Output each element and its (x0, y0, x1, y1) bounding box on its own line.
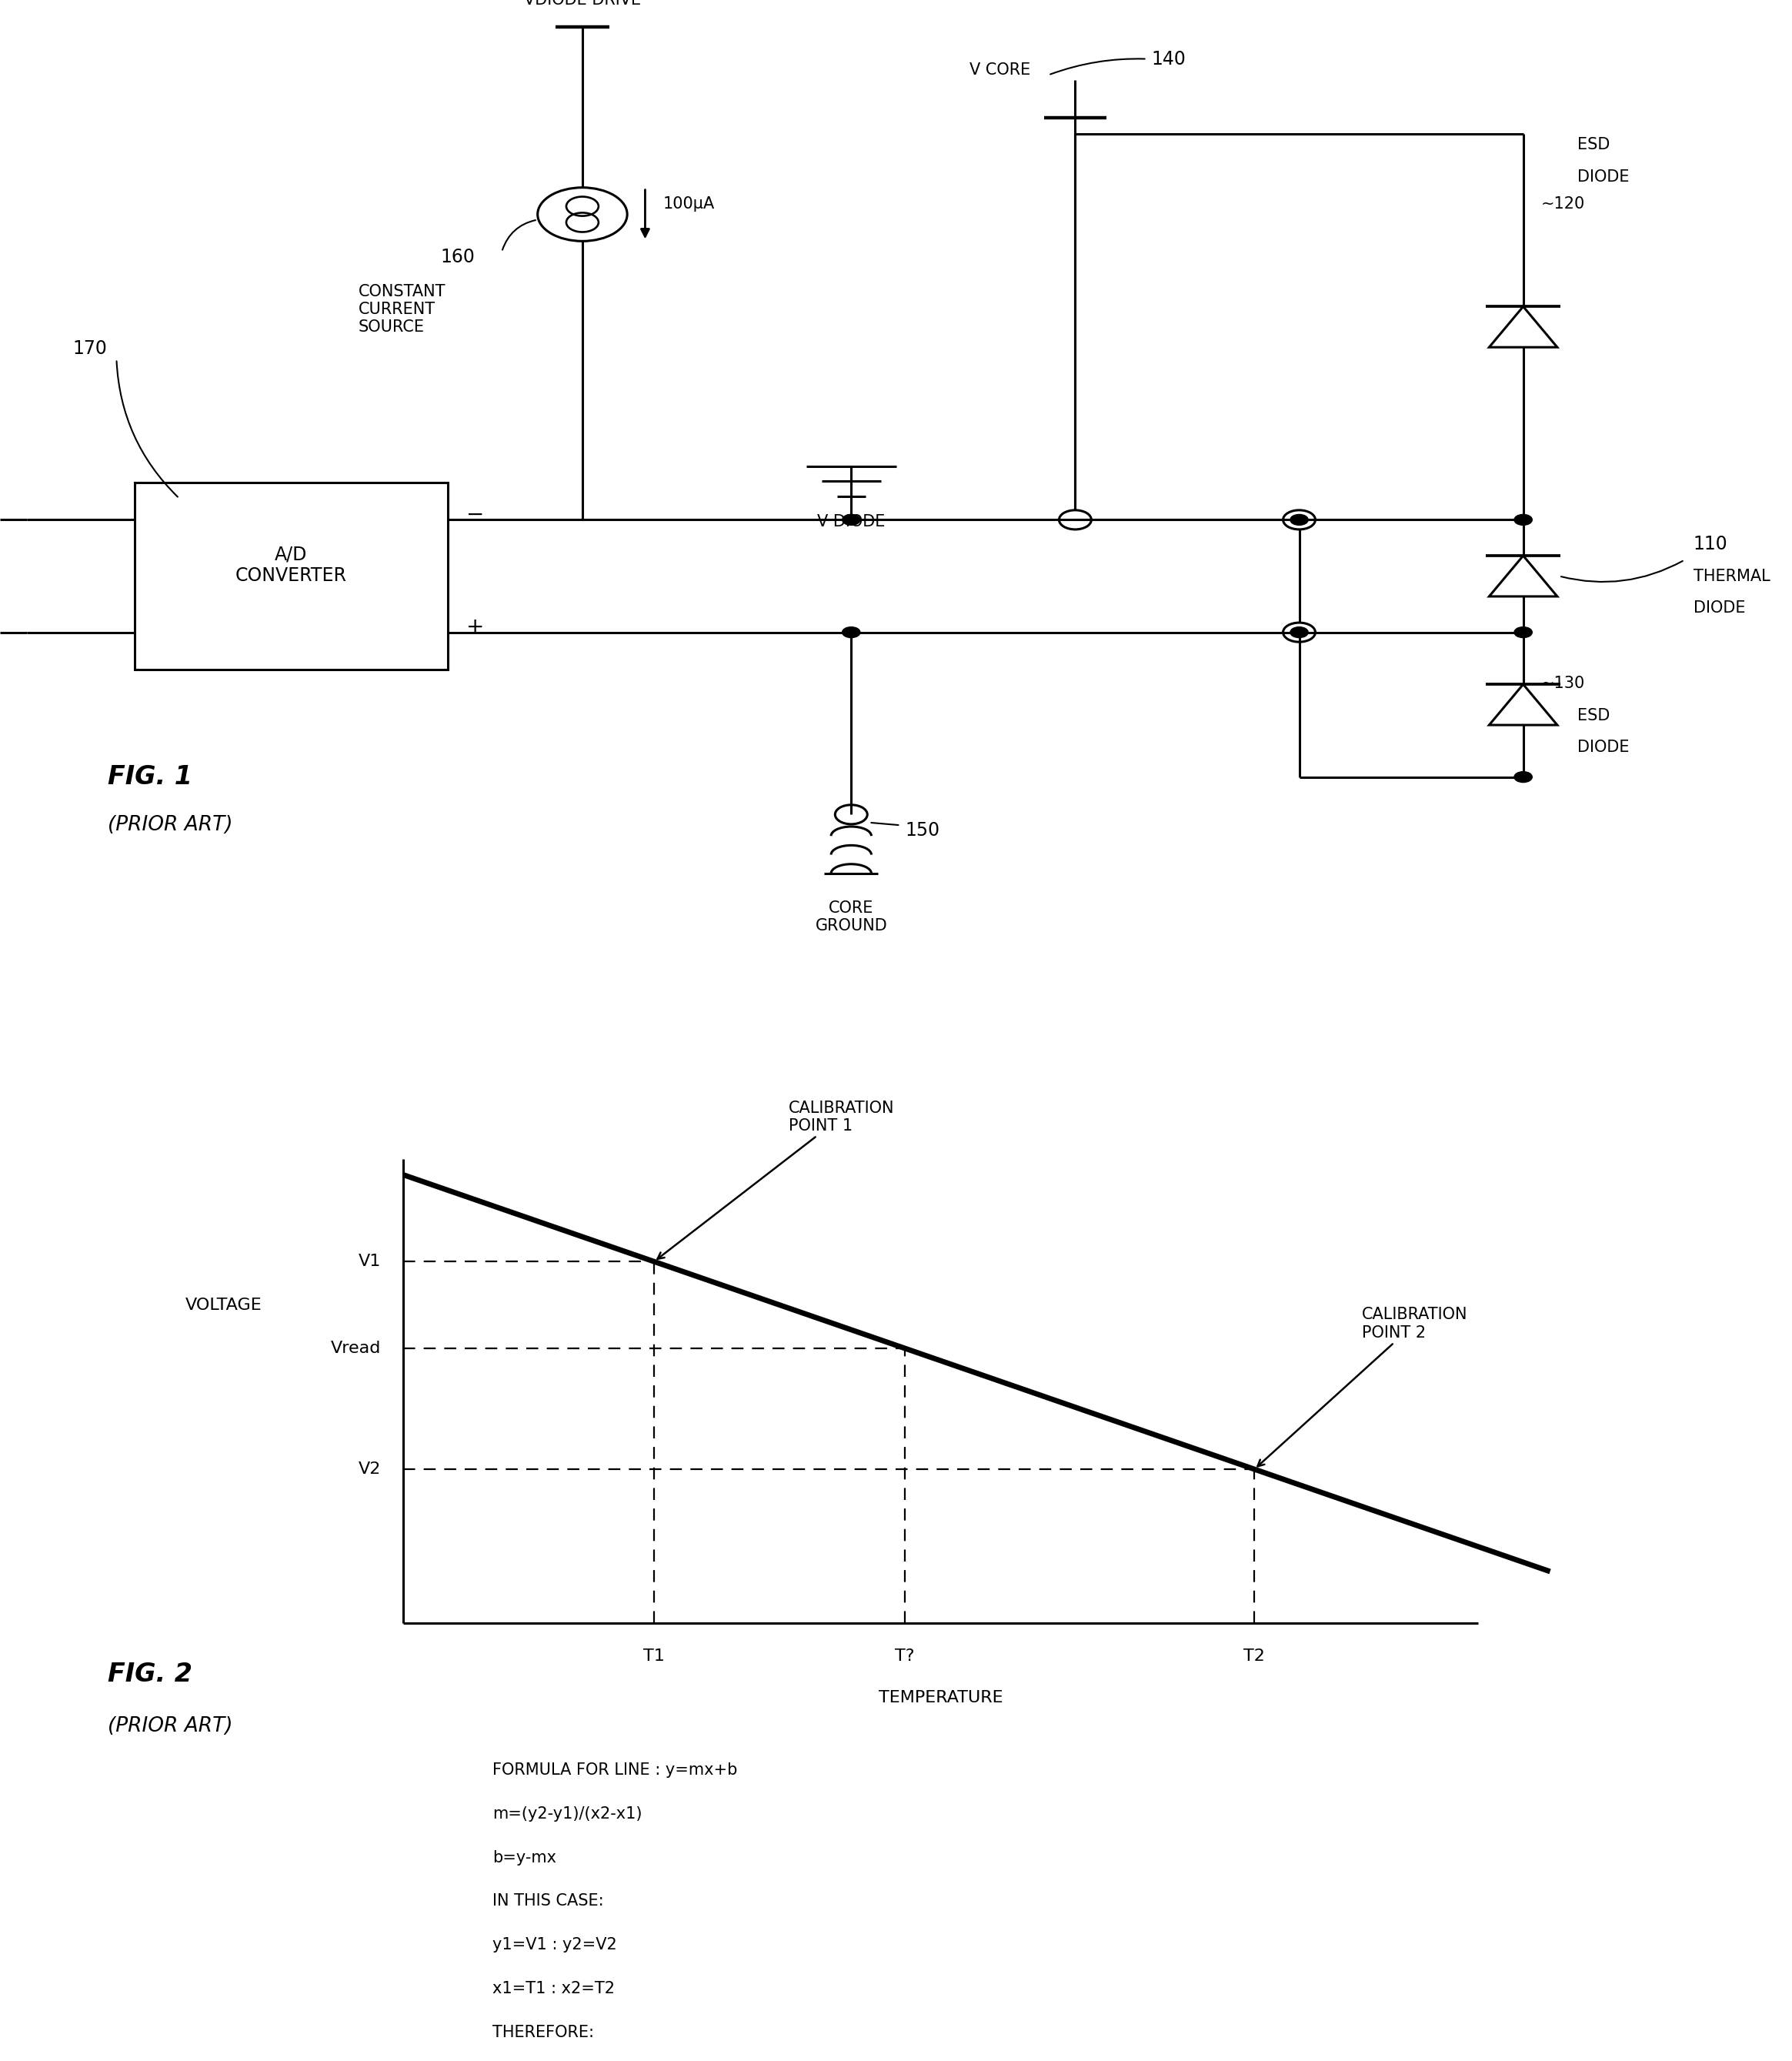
Text: FIG. 2: FIG. 2 (108, 1661, 192, 1688)
Text: +: + (466, 616, 484, 637)
Text: ESD: ESD (1577, 707, 1609, 723)
Text: DIODE: DIODE (1577, 169, 1629, 185)
Text: FIG. 1: FIG. 1 (108, 765, 192, 789)
Text: b=y-mx: b=y-mx (493, 1851, 557, 1865)
Circle shape (1514, 627, 1532, 637)
Text: ~130: ~130 (1541, 676, 1586, 690)
Text: TEMPERATURE: TEMPERATURE (878, 1690, 1004, 1704)
Text: IN THIS CASE:: IN THIS CASE: (493, 1894, 604, 1908)
Text: VDIODE DRIVE: VDIODE DRIVE (523, 0, 642, 8)
Text: 140: 140 (1150, 49, 1186, 68)
Circle shape (1290, 627, 1308, 637)
Text: A/D
CONVERTER: A/D CONVERTER (235, 546, 348, 585)
Text: CALIBRATION
POINT 1: CALIBRATION POINT 1 (658, 1101, 894, 1259)
Circle shape (1514, 515, 1532, 526)
Text: THEREFORE:: THEREFORE: (493, 2024, 595, 2040)
Circle shape (1514, 771, 1532, 783)
Text: ESD: ESD (1577, 136, 1609, 153)
Text: 110: 110 (1693, 534, 1727, 552)
Text: y1=V1 : y2=V2: y1=V1 : y2=V2 (493, 1937, 616, 1952)
Text: V1: V1 (358, 1253, 382, 1270)
Text: 170: 170 (73, 340, 108, 357)
Text: DIODE: DIODE (1577, 740, 1629, 754)
Text: −: − (466, 503, 484, 526)
Text: 160: 160 (441, 247, 475, 266)
Text: V DIODE: V DIODE (817, 515, 885, 530)
Text: CONSTANT
CURRENT
SOURCE: CONSTANT CURRENT SOURCE (358, 284, 446, 336)
Text: (PRIOR ART): (PRIOR ART) (108, 1717, 233, 1735)
Text: CALIBRATION
POINT 2: CALIBRATION POINT 2 (1258, 1307, 1468, 1465)
Circle shape (842, 627, 860, 637)
Text: (PRIOR ART): (PRIOR ART) (108, 816, 233, 835)
Text: ~120: ~120 (1541, 196, 1586, 212)
Text: T?: T? (896, 1649, 914, 1663)
Text: V CORE: V CORE (969, 62, 1030, 78)
Text: 150: 150 (905, 822, 939, 839)
Circle shape (1290, 515, 1308, 526)
Text: CORE
GROUND: CORE GROUND (815, 901, 887, 934)
Text: THERMAL: THERMAL (1693, 569, 1770, 583)
Text: x1=T1 : x2=T2: x1=T1 : x2=T2 (493, 1981, 615, 1997)
Text: Vread: Vread (330, 1340, 382, 1356)
Text: DIODE: DIODE (1693, 600, 1745, 616)
Text: 100μA: 100μA (663, 196, 715, 212)
Text: V2: V2 (358, 1461, 382, 1478)
Text: m=(y2-y1)/(x2-x1): m=(y2-y1)/(x2-x1) (493, 1805, 643, 1822)
Text: VOLTAGE: VOLTAGE (186, 1296, 262, 1313)
Bar (134, 482, 448, 670)
Circle shape (842, 515, 860, 526)
Text: T1: T1 (643, 1649, 665, 1663)
Text: FORMULA FOR LINE : y=mx+b: FORMULA FOR LINE : y=mx+b (493, 1762, 738, 1777)
Text: T2: T2 (1244, 1649, 1265, 1663)
